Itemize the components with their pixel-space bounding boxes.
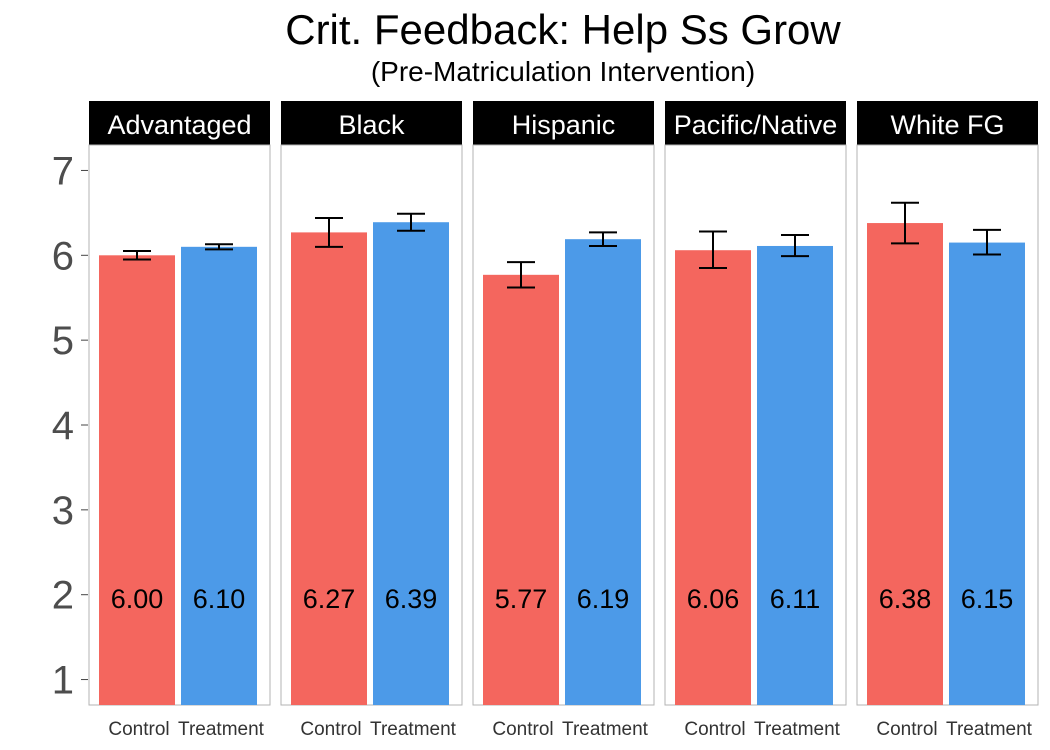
bar-control	[483, 274, 559, 705]
x-tick-label: Control	[684, 719, 745, 740]
data-label: 6.38	[879, 584, 932, 614]
x-tick-label: Treatment	[178, 719, 265, 740]
y-tick-label: 1	[52, 659, 74, 703]
bar-treatment	[181, 246, 257, 705]
x-tick-label: Treatment	[562, 719, 649, 740]
facet-panel	[664, 144, 847, 706]
data-label: 6.06	[687, 584, 740, 614]
y-tick-label: 4	[52, 404, 74, 448]
facet-label: Black	[338, 110, 405, 140]
bar-treatment	[757, 245, 833, 705]
chart-title: Crit. Feedback: Help Ss Grow	[285, 6, 841, 53]
y-tick-label: 7	[52, 149, 74, 193]
x-tick-label: Treatment	[370, 719, 457, 740]
facet-strip	[89, 101, 270, 145]
facet-label: Pacific/Native	[674, 110, 838, 140]
facet-strip	[473, 101, 654, 145]
bar-treatment	[949, 242, 1025, 706]
facet-label: Advantaged	[107, 110, 251, 140]
x-tick-label: Control	[492, 719, 553, 740]
x-tick-label: Control	[300, 719, 361, 740]
chart-subtitle: (Pre-Matriculation Intervention)	[370, 56, 756, 87]
facet-label: Hispanic	[512, 110, 616, 140]
data-label: 5.77	[495, 584, 548, 614]
y-tick-label: 6	[52, 234, 74, 278]
bar-control	[675, 250, 751, 705]
y-tick-label: 5	[52, 319, 74, 363]
data-label: 6.15	[961, 584, 1014, 614]
y-tick-label: 2	[52, 574, 74, 618]
data-label: 6.27	[303, 584, 356, 614]
data-label: 6.39	[385, 584, 438, 614]
facet-panel	[472, 144, 655, 706]
x-tick-label: Treatment	[754, 719, 841, 740]
bar-control	[99, 255, 175, 705]
bar-control	[291, 232, 367, 706]
facet-strip	[281, 101, 462, 145]
data-label: 6.19	[577, 584, 630, 614]
bar-control	[867, 223, 943, 705]
facet-strip	[857, 101, 1038, 145]
data-label: 6.11	[770, 584, 821, 614]
x-tick-label: Treatment	[946, 719, 1033, 740]
x-tick-label: Control	[876, 719, 937, 740]
data-label: 6.10	[193, 584, 246, 614]
y-tick-label: 3	[52, 489, 74, 533]
facet-label: White FG	[890, 110, 1004, 140]
facet-panel	[88, 144, 271, 706]
facet-panel	[856, 144, 1039, 706]
data-label: 6.00	[111, 584, 164, 614]
facet-strip	[665, 101, 846, 145]
x-tick-label: Control	[108, 719, 169, 740]
bar-treatment	[565, 239, 641, 705]
facet-panel	[280, 144, 463, 706]
bar-treatment	[373, 222, 449, 705]
